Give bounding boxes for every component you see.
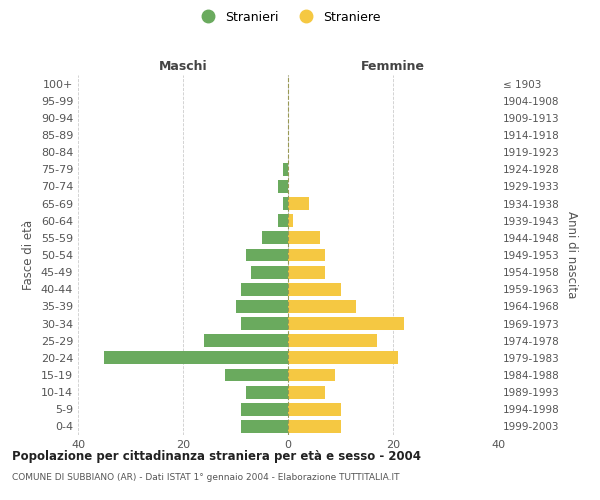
Bar [288, 368, 335, 382]
Bar [288, 248, 325, 262]
Bar [241, 403, 288, 415]
Bar [288, 300, 356, 313]
Bar [288, 283, 341, 296]
Bar [262, 232, 288, 244]
Bar [246, 248, 288, 262]
Bar [241, 283, 288, 296]
Bar [288, 420, 341, 433]
Bar [204, 334, 288, 347]
Bar [235, 300, 288, 313]
Bar [283, 163, 288, 175]
Bar [288, 386, 325, 398]
Bar [288, 232, 320, 244]
Text: Maschi: Maschi [158, 60, 208, 72]
Bar [288, 317, 404, 330]
Text: COMUNE DI SUBBIANO (AR) - Dati ISTAT 1° gennaio 2004 - Elaborazione TUTTITALIA.I: COMUNE DI SUBBIANO (AR) - Dati ISTAT 1° … [12, 472, 400, 482]
Y-axis label: Anni di nascita: Anni di nascita [565, 212, 578, 298]
Bar [288, 403, 341, 415]
Bar [288, 352, 398, 364]
Text: Femmine: Femmine [361, 60, 425, 72]
Bar [288, 266, 325, 278]
Bar [251, 266, 288, 278]
Y-axis label: Fasce di età: Fasce di età [22, 220, 35, 290]
Bar [225, 368, 288, 382]
Bar [104, 352, 288, 364]
Bar [277, 214, 288, 227]
Legend: Stranieri, Straniere: Stranieri, Straniere [190, 6, 386, 28]
Bar [288, 197, 309, 210]
Bar [283, 197, 288, 210]
Bar [241, 317, 288, 330]
Bar [288, 214, 293, 227]
Bar [288, 334, 377, 347]
Text: Popolazione per cittadinanza straniera per età e sesso - 2004: Popolazione per cittadinanza straniera p… [12, 450, 421, 463]
Bar [246, 386, 288, 398]
Bar [241, 420, 288, 433]
Bar [277, 180, 288, 193]
